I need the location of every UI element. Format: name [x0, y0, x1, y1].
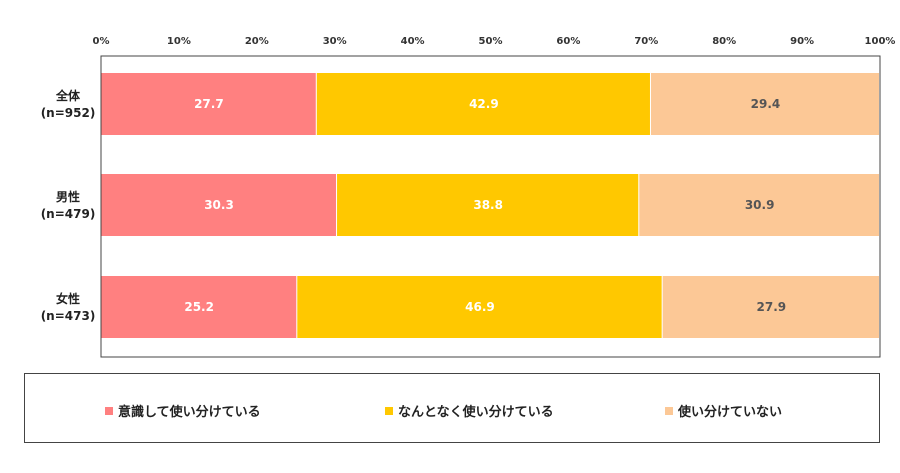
legend-label-none: 使い分けていない [678, 405, 783, 420]
bar-segment [101, 73, 316, 135]
legend-swatch-none [665, 406, 673, 415]
category-label: 全体 [55, 88, 81, 103]
x-tick-label: 30% [323, 36, 347, 47]
bar-value-label: 30.9 [745, 198, 775, 212]
bar-segment [101, 174, 337, 236]
legend-swatch-intentional [105, 406, 113, 415]
x-tick-label: 40% [401, 36, 425, 47]
x-tick-label: 70% [634, 36, 658, 47]
legend-item-casual: なんとなく使い分けている [385, 401, 554, 420]
category-sample-size: (n=952) [41, 106, 96, 120]
legend-label-intentional: 意識して使い分けている [118, 405, 261, 420]
category-label: 男性 [56, 189, 80, 204]
category-sample-size: (n=479) [41, 207, 96, 221]
bar-segment [297, 276, 662, 338]
bar-segment [337, 174, 639, 236]
bar-value-label: 29.4 [751, 97, 781, 111]
x-tick-label: 100% [865, 36, 896, 47]
bar-segment [639, 174, 879, 236]
legend-item-intentional: 意識して使い分けている [105, 401, 261, 420]
bar-value-label: 27.9 [757, 300, 787, 314]
bar-series: 27.7 42.9 29.4 30.3 38.8 30.9 25.2 46.9 27.9 [101, 73, 879, 338]
bar-segment [101, 276, 297, 338]
plot-area-frame [100, 55, 881, 358]
x-tick-label: 0% [93, 36, 110, 47]
x-tick-label: 20% [245, 36, 269, 47]
x-tick-label: 10% [167, 36, 191, 47]
category-label: 女性 [56, 291, 80, 306]
x-tick-label: 60% [556, 36, 580, 47]
bar-segment [662, 276, 879, 338]
x-tick-label: 90% [790, 36, 814, 47]
legend-swatch-casual [385, 406, 393, 415]
x-axis-ticks: 0% 10% 20% 30% 40% 50% 60% 70% 80% 90% 100% [93, 36, 896, 47]
bar-value-label: 30.3 [204, 198, 234, 212]
legend: 意識して使い分けている なんとなく使い分けている 使い分けていない [24, 373, 880, 443]
bar-value-label: 46.9 [465, 300, 495, 314]
legend-label-casual: なんとなく使い分けている [398, 405, 554, 420]
bar-value-label: 42.9 [469, 97, 499, 111]
legend-item-none: 使い分けていない [665, 401, 782, 420]
bar-value-label: 27.7 [194, 97, 224, 111]
bar-value-label: 38.8 [473, 198, 503, 212]
x-tick-label: 50% [479, 36, 503, 47]
bar-segment [316, 73, 650, 135]
x-tick-label: 80% [712, 36, 736, 47]
bar-value-label: 25.2 [184, 300, 214, 314]
category-sample-size: (n=473) [41, 309, 96, 323]
bar-segment [650, 73, 879, 135]
category-labels: 全体 (n=952) 男性 (n=479) 女性 (n=473) [41, 88, 96, 323]
